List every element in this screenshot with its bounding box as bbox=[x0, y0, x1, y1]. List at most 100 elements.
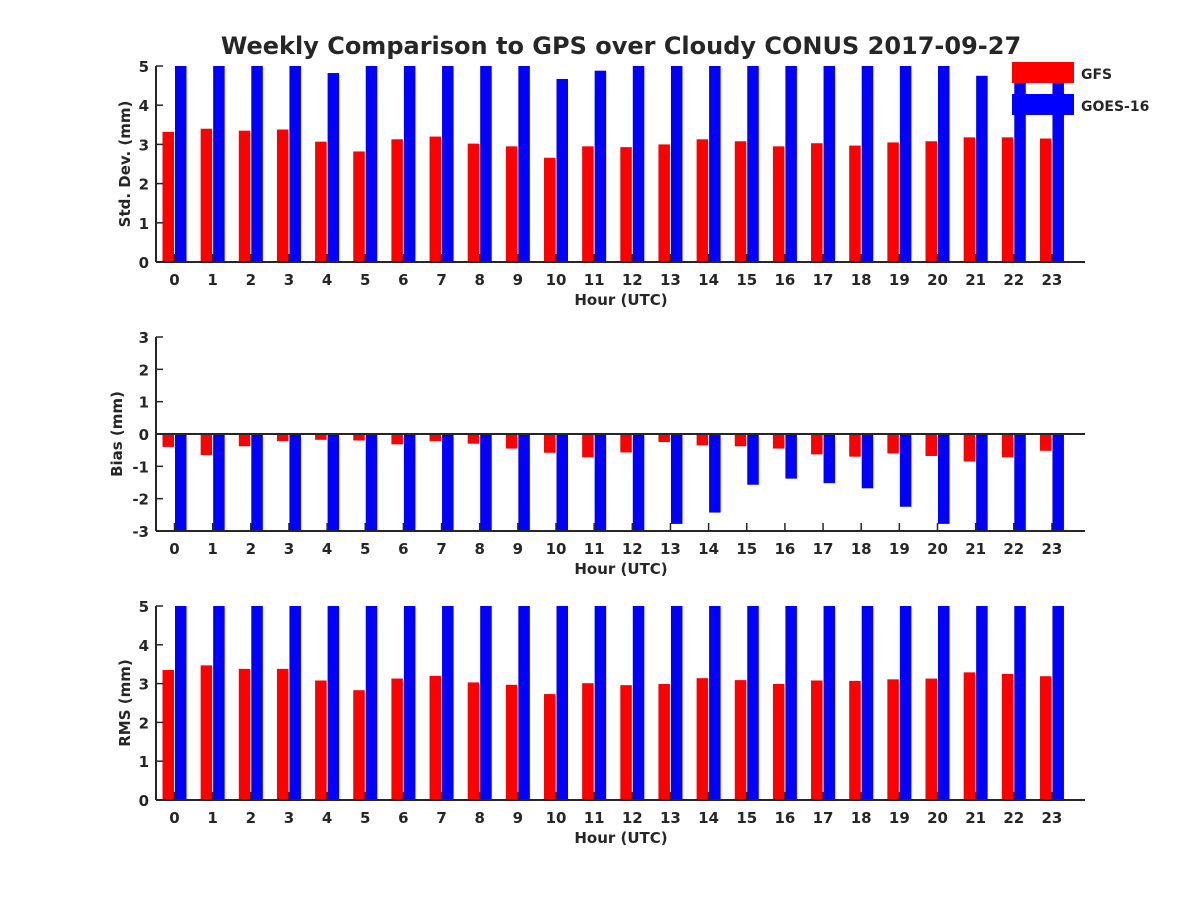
bar-goes16-hour-14 bbox=[709, 606, 721, 800]
bar-goes16-hour-7 bbox=[442, 66, 454, 262]
x-tick-label: 0 bbox=[169, 540, 179, 558]
y-tick-label: 3 bbox=[139, 329, 149, 347]
y-tick-label: -1 bbox=[132, 458, 149, 476]
x-tick-label: 19 bbox=[889, 271, 910, 289]
bar-goes16-hour-4 bbox=[327, 434, 340, 531]
bar-goes16-hour-16 bbox=[785, 66, 797, 262]
y-tick-label: 1 bbox=[139, 215, 149, 233]
bar-goes16-hour-8 bbox=[480, 66, 492, 262]
y-tick-label: 0 bbox=[139, 254, 149, 272]
y-tick-label: 4 bbox=[139, 97, 149, 115]
bar-gfs-hour-18 bbox=[849, 434, 861, 457]
x-tick-label: 8 bbox=[474, 271, 484, 289]
bar-goes16-hour-18 bbox=[861, 66, 874, 262]
bar-goes16-hour-17 bbox=[823, 434, 836, 484]
x-tick-label: 7 bbox=[436, 809, 446, 827]
x-tick-label: 9 bbox=[513, 540, 523, 558]
bar-gfs-hour-7 bbox=[429, 136, 442, 262]
bar-goes16-hour-16 bbox=[785, 606, 797, 800]
x-tick-label: 20 bbox=[927, 271, 948, 289]
bar-goes16-hour-22 bbox=[1014, 434, 1026, 531]
bar-goes16-hour-11 bbox=[594, 434, 607, 531]
bar-goes16-hour-11 bbox=[594, 606, 607, 800]
x-axis-label: Hour (UTC) bbox=[574, 291, 667, 309]
bar-gfs-hour-23 bbox=[1039, 676, 1052, 800]
bar-gfs-hour-15 bbox=[734, 434, 747, 447]
bar-goes16-hour-6 bbox=[403, 434, 416, 531]
bar-gfs-hour-14 bbox=[696, 139, 709, 262]
x-tick-label: 19 bbox=[889, 809, 910, 827]
bar-gfs-hour-21 bbox=[963, 137, 976, 262]
bar-goes16-hour-16 bbox=[785, 434, 797, 479]
bar-gfs-hour-2 bbox=[238, 668, 251, 800]
x-tick-label: 4 bbox=[322, 809, 332, 827]
x-tick-label: 22 bbox=[1003, 271, 1024, 289]
y-tick-label: 5 bbox=[139, 598, 149, 616]
bar-goes16-hour-10 bbox=[556, 606, 568, 800]
bar-goes16-hour-3 bbox=[289, 434, 301, 531]
x-tick-label: 6 bbox=[398, 271, 408, 289]
x-tick-label: 17 bbox=[813, 271, 834, 289]
bar-gfs-hour-20 bbox=[925, 434, 937, 456]
bar-goes16-hour-23 bbox=[1052, 66, 1064, 262]
x-tick-label: 5 bbox=[360, 540, 370, 558]
x-tick-label: 2 bbox=[246, 540, 256, 558]
bar-goes16-hour-5 bbox=[365, 66, 378, 262]
x-tick-label: 21 bbox=[965, 809, 986, 827]
bar-gfs-hour-13 bbox=[658, 683, 670, 800]
bar-goes16-hour-1 bbox=[213, 606, 225, 800]
x-tick-label: 19 bbox=[889, 540, 910, 558]
bar-goes16-hour-2 bbox=[251, 66, 263, 262]
bar-gfs-hour-18 bbox=[849, 680, 861, 800]
x-tick-label: 16 bbox=[774, 271, 795, 289]
x-tick-label: 23 bbox=[1042, 809, 1063, 827]
x-tick-label: 3 bbox=[284, 809, 294, 827]
bar-gfs-hour-16 bbox=[772, 146, 785, 262]
x-tick-label: 9 bbox=[513, 271, 523, 289]
x-tick-label: 10 bbox=[546, 540, 567, 558]
y-tick-label: 0 bbox=[139, 426, 149, 444]
y-tick-label: -2 bbox=[132, 491, 149, 509]
x-tick-label: 21 bbox=[965, 540, 986, 558]
y-tick-label: 2 bbox=[139, 176, 149, 194]
bar-goes16-hour-22 bbox=[1014, 606, 1026, 800]
bars-layer bbox=[162, 66, 1064, 800]
bar-gfs-hour-13 bbox=[658, 144, 670, 262]
y-tick-label: 2 bbox=[139, 714, 149, 732]
bar-goes16-hour-20 bbox=[938, 66, 950, 262]
bar-goes16-hour-15 bbox=[747, 606, 759, 800]
x-tick-label: 12 bbox=[622, 540, 643, 558]
y-tick-label: 0 bbox=[139, 792, 149, 810]
x-tick-label: 1 bbox=[207, 809, 217, 827]
legend-label-gfs: GFS bbox=[1081, 67, 1112, 83]
bar-goes16-hour-11 bbox=[594, 70, 607, 262]
bar-gfs-hour-1 bbox=[200, 665, 213, 800]
bar-goes16-hour-1 bbox=[213, 66, 225, 262]
x-tick-label: 20 bbox=[927, 540, 948, 558]
bar-gfs-hour-1 bbox=[200, 434, 213, 456]
x-tick-label: 14 bbox=[698, 271, 719, 289]
bar-gfs-hour-20 bbox=[925, 678, 937, 800]
x-tick-label: 18 bbox=[851, 271, 872, 289]
bar-gfs-hour-7 bbox=[429, 675, 442, 800]
x-tick-label: 14 bbox=[698, 540, 719, 558]
bar-goes16-hour-18 bbox=[861, 606, 874, 800]
bar-goes16-hour-0 bbox=[175, 66, 187, 262]
panel-1-bars bbox=[162, 66, 1064, 262]
bar-gfs-hour-7 bbox=[429, 434, 442, 442]
x-tick-label: 10 bbox=[546, 809, 567, 827]
x-tick-label: 21 bbox=[965, 271, 986, 289]
x-tick-label: 17 bbox=[813, 540, 834, 558]
bar-goes16-hour-2 bbox=[251, 606, 263, 800]
bar-goes16-hour-13 bbox=[670, 434, 683, 524]
y-tick-label: 1 bbox=[139, 753, 149, 771]
y-tick-label: 3 bbox=[139, 136, 149, 154]
x-tick-label: 8 bbox=[474, 809, 484, 827]
bar-goes16-hour-2 bbox=[251, 434, 263, 531]
y-tick-label: 3 bbox=[139, 676, 149, 694]
bar-goes16-hour-14 bbox=[709, 434, 721, 513]
bar-gfs-hour-8 bbox=[467, 143, 480, 262]
y-tick-label: 1 bbox=[139, 394, 149, 412]
bar-gfs-hour-3 bbox=[276, 668, 289, 800]
